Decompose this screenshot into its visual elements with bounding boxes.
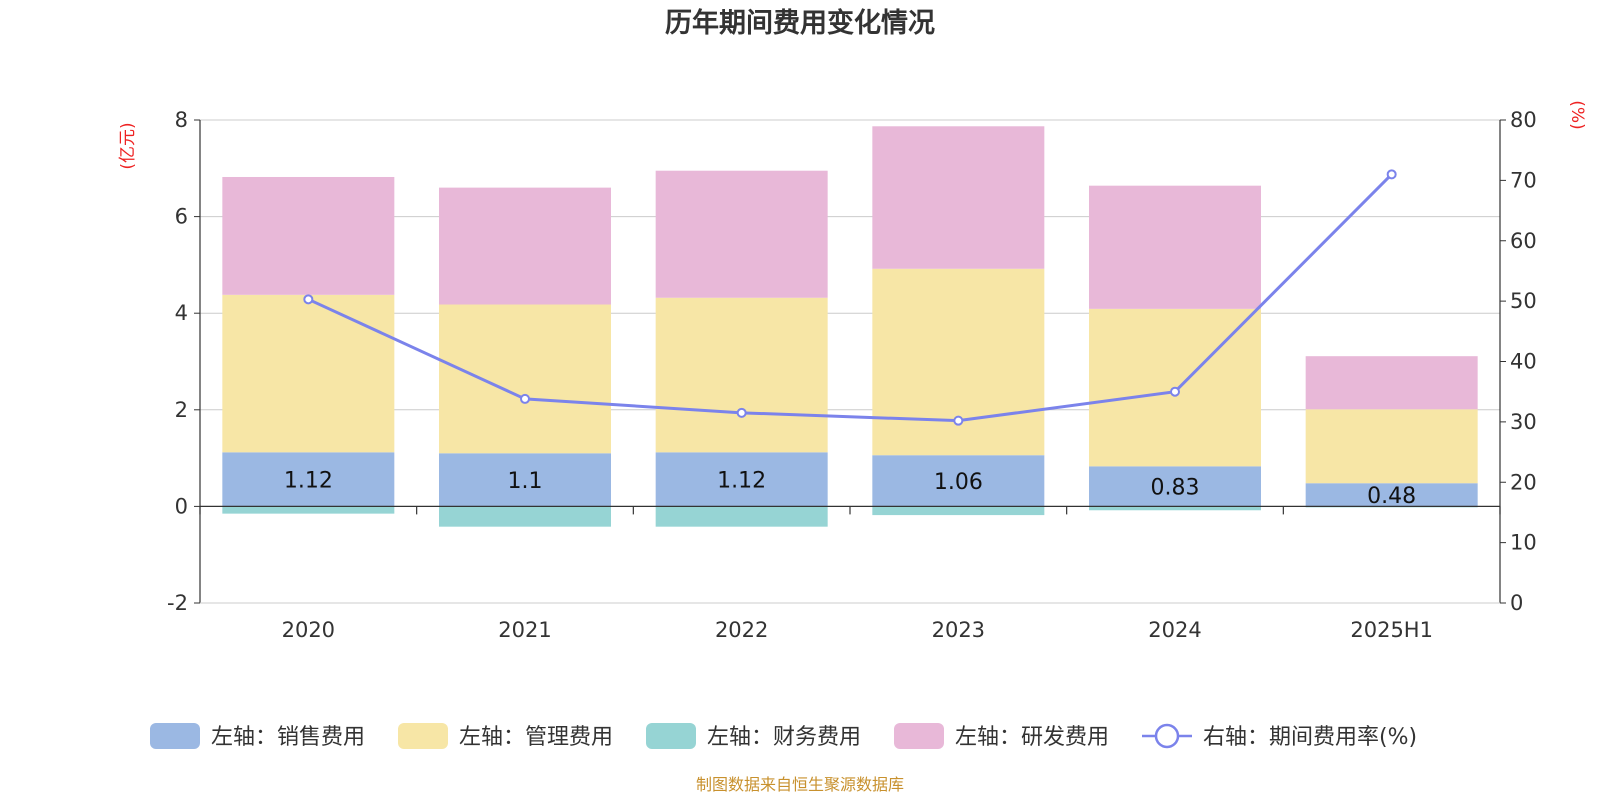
right-tick-label: 40 [1510,350,1537,374]
legend-swatch [150,723,200,749]
legend: 左轴：销售费用 左轴：管理费用 左轴：财务费用 左轴：研发费用 右轴：期间费用率(%) [150,723,1417,750]
bar-data-label: 1.12 [284,468,333,493]
rate-line-point [736,407,747,418]
bar-data-label: 1.1 [508,469,543,494]
bar-segment [1089,185,1261,309]
bar-segment [439,187,611,305]
right-axis-unit: (%) [1567,100,1587,129]
rate-line-point [1386,169,1397,180]
bar-segment [1089,466,1261,507]
legend-marker [1154,723,1180,749]
right-tick-label: 80 [1510,108,1537,132]
bar-segment [872,268,1045,456]
left-tick-label: 2 [175,398,188,422]
legend-label: 右轴：期间费用率(%) [1203,725,1417,750]
legend-swatch [646,723,696,749]
rate-line-point [1170,386,1180,397]
bar-segment [439,453,611,507]
bar-segment [439,304,611,454]
left-tick-label: -2 [167,591,188,615]
bar-segment [222,452,395,507]
source-note: 制图数据来自恒生聚源数据库 [696,775,904,794]
bar-segment [1089,506,1261,511]
bar-segment [222,506,395,514]
left-axis-unit: (亿元) [118,122,138,169]
right-tick-label: 30 [1510,410,1537,434]
legend-label: 左轴：管理费用 [459,725,613,750]
bar-segment [872,455,1045,507]
bar-data-label: 0.83 [1151,475,1200,500]
left-tick-label: 6 [175,205,188,229]
bar-segment [1305,356,1478,410]
bar-segment [655,170,828,298]
left-tick-label: 0 [175,494,188,518]
x-tick-label: 2021 [498,618,551,642]
bar-segment [1305,409,1478,484]
bar-segment [655,506,828,527]
x-tick-label: 2020 [282,618,335,642]
rate-line-point [520,393,530,404]
legend-label: 左轴：销售费用 [211,725,365,750]
legend-swatch [894,723,944,749]
left-tick-label: 8 [175,108,188,132]
right-tick-label: 50 [1510,289,1537,313]
right-tick-label: 60 [1510,229,1537,253]
bar-segment [222,294,395,453]
right-tick-label: 20 [1510,470,1537,494]
bar-data-label: 1.12 [717,468,766,493]
bar-data-label: 0.48 [1367,484,1416,509]
right-tick-label: 10 [1510,531,1537,555]
bar-data-label: 1.06 [934,470,983,495]
rate-line-point [303,294,314,305]
rate-line [303,169,1397,426]
bar-segment [872,506,1045,516]
legend-label: 左轴：研发费用 [955,725,1109,750]
chart-title: 历年期间费用变化情况 [665,7,935,39]
data-labels: 1.12 1.1 1.12 1.06 0.83 0.48 [284,468,1416,508]
x-tick-label: 2025H1 [1350,618,1433,642]
rate-line-point [953,415,964,426]
bars [222,126,1478,527]
bar-segment [439,506,611,527]
x-tick-label: 2024 [1148,618,1201,642]
x-tick-label: 2022 [715,618,768,642]
bar-segment [1305,483,1478,507]
legend-label: 左轴：财务费用 [707,725,861,750]
right-tick-label: 0 [1510,591,1523,615]
bar-segment [655,297,828,453]
legend-swatch [398,723,448,749]
left-tick-label: 4 [175,301,188,325]
grid [200,119,1500,604]
right-tick-label: 70 [1510,168,1537,192]
rate-line-path [307,173,1393,423]
bar-segment [655,452,828,507]
bar-segment [872,126,1045,269]
x-tick-label: 2023 [932,618,985,642]
bar-segment [222,176,395,295]
